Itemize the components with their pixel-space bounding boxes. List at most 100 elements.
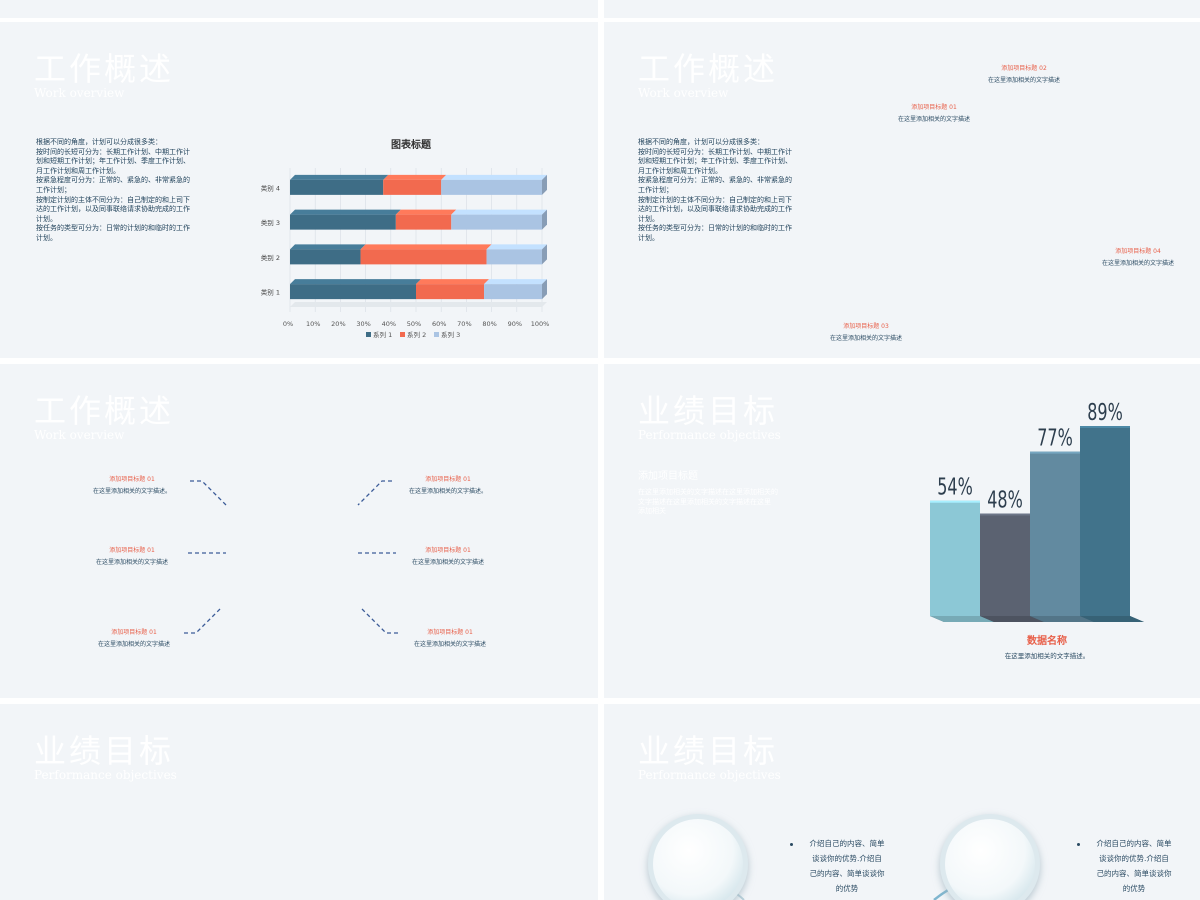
slide-work-overview-labels[interactable]: 工作概述 Work overview 根据不同的角度，计划可以分成很多类： 按时…	[604, 22, 1200, 358]
slide-work-overview-six-labels[interactable]: 工作概述 Work overview 添加项目标题 01 在这里添加相关的文字描…	[0, 364, 598, 698]
bullet-dot	[1077, 843, 1080, 846]
slide-performance-chart[interactable]: 业绩目标 Performance objectives 添加项目标题 在这里添加…	[604, 364, 1200, 698]
project-label-desc: 在这里添加相关的文字描述	[95, 559, 168, 566]
project-label-title: 添加项目标题 04	[1115, 248, 1161, 255]
circle-decorations	[648, 814, 1040, 900]
bar-segment	[383, 179, 442, 195]
performance-bar-chart: 54% 48% 77% 89%	[930, 399, 1144, 622]
bar-segment	[290, 214, 396, 230]
project-label-04: 添加项目标题 04 在这里添加相关的文字描述	[1078, 246, 1198, 267]
bar-segment-top	[290, 209, 401, 215]
bar-segment-top	[484, 279, 547, 285]
bar-segment-top	[290, 279, 421, 285]
bar-segment	[451, 214, 542, 230]
bullet-text-1: 介绍自己的内容、简单 谈谈你的优势.介绍自 己的内容、简单谈谈你 的优势	[809, 839, 885, 893]
project-label-title: 添加项目标题 01	[109, 547, 155, 554]
project-label-desc: 在这里添加相关的文字描述	[897, 116, 970, 123]
legend-label: 系列 3	[441, 330, 460, 339]
project-label-mid-left: 添加项目标题 01 在这里添加相关的文字描述	[72, 545, 192, 566]
bar-segment	[290, 249, 361, 265]
project-label-title: 添加项目标题 01	[111, 629, 157, 636]
bar-segment-top	[290, 174, 389, 180]
bar-segment-top	[451, 209, 547, 215]
bar	[930, 500, 980, 616]
bar-segment-top	[486, 244, 547, 250]
slide-performance-circles[interactable]: 业绩目标 Performance objectives 介绍自己的内容、简单 谈…	[604, 704, 1200, 900]
slide-subtitle: Performance objectives	[638, 428, 781, 442]
y-tick-label: 类别 3	[261, 218, 280, 227]
connector-line	[357, 480, 392, 506]
section-paragraph: 在这里添加相关的文字描述在这里添加相关的 文字描述在这里添加相关的文字描述在这里…	[638, 488, 778, 516]
bar-value-label: 77%	[1037, 425, 1073, 452]
project-label-desc: 在这里添加相关的文字描述	[829, 335, 902, 342]
project-label-desc: 在这里添加相关的文字描述	[413, 641, 486, 648]
project-label-title: 添加项目标题 01	[109, 476, 155, 483]
legend-swatch	[366, 332, 371, 337]
project-label-top-left: 添加项目标题 01 在这里添加相关的文字描述。	[72, 474, 192, 495]
x-tick-label: 40%	[382, 320, 396, 328]
x-tick-label: 30%	[356, 320, 370, 328]
project-label-title: 添加项目标题 01	[425, 476, 471, 483]
slide-subtitle: Performance objectives	[34, 768, 177, 782]
slide-subtitle: Work overview	[638, 86, 729, 100]
project-label-01: 添加项目标题 01 在这里添加相关的文字描述	[874, 102, 994, 123]
data-name-title: 数据名称	[1027, 636, 1067, 647]
bar-segment	[290, 179, 384, 195]
bar-base	[1080, 616, 1144, 622]
slide-title: 工作概述	[34, 392, 175, 430]
project-label-02: 添加项目标题 02 在这里添加相关的文字描述	[964, 63, 1084, 84]
bar-value-label: 48%	[987, 487, 1023, 514]
bar-segment	[416, 284, 485, 300]
plan-types-paragraph: 根据不同的角度，计划可以分成很多类： 按时间的长短可分为：长期工作计划、中期工作…	[36, 138, 190, 242]
x-tick-label: 80%	[482, 320, 496, 328]
bar-segment-top	[290, 244, 366, 250]
chart-title: 图表标题	[391, 138, 432, 151]
x-tick-label: 50%	[407, 320, 421, 328]
slide-subtitle: Work overview	[34, 86, 125, 100]
legend-label: 系列 2	[407, 330, 426, 339]
bar-segment	[486, 249, 542, 265]
connector-line	[190, 480, 227, 506]
slide-performance-empty[interactable]: 业绩目标 Performance objectives	[0, 704, 598, 900]
project-label-title: 添加项目标题 01	[911, 104, 957, 111]
project-label-desc: 在这里添加相关的文字描述	[1101, 260, 1174, 267]
project-label-desc: 在这里添加相关的文字描述。	[92, 488, 171, 495]
x-tick-label: 0%	[283, 320, 293, 328]
y-tick-label: 类别 2	[261, 253, 280, 262]
project-label-title: 添加项目标题 01	[427, 629, 473, 636]
data-name-desc: 在这里添加相关的文字描述。	[1004, 652, 1090, 660]
bar-segment-side	[542, 279, 547, 300]
y-tick-label: 类别 4	[261, 183, 280, 192]
slide-title: 业绩目标	[638, 732, 779, 770]
circle-2	[945, 819, 1035, 900]
legend-swatch	[400, 332, 405, 337]
slide-partial-top-left	[0, 0, 598, 18]
bar-segment-side	[542, 174, 547, 195]
bar-segment-side	[542, 244, 547, 265]
bar-value-label: 54%	[937, 474, 973, 501]
bar-base	[980, 616, 1044, 622]
circle-1	[653, 819, 743, 900]
slide-work-overview-chart[interactable]: 工作概述 Work overview 根据不同的角度，计划可以分成很多类： 按时…	[0, 22, 598, 358]
project-label-03: 添加项目标题 03 在这里添加相关的文字描述	[806, 321, 926, 342]
bar-segment-top	[441, 174, 547, 180]
bar-segment-top	[395, 209, 457, 215]
bar	[980, 513, 1030, 616]
plan-types-paragraph: 根据不同的角度，计划可以分成很多类： 按时间的长短可分为：长期工作计划、中期工作…	[638, 138, 792, 242]
slide-subtitle: Performance objectives	[638, 768, 781, 782]
project-label-desc: 在这里添加相关的文字描述	[411, 559, 484, 566]
project-label-title: 添加项目标题 02	[1001, 65, 1047, 72]
x-tick-label: 60%	[432, 320, 446, 328]
x-tick-label: 90%	[508, 320, 522, 328]
project-label-mid-right: 添加项目标题 01 在这里添加相关的文字描述	[388, 545, 508, 566]
bar-top-edge	[930, 500, 980, 503]
connector-line	[361, 608, 398, 634]
project-label-title: 添加项目标题 01	[425, 547, 471, 554]
project-label-desc: 在这里添加相关的文字描述	[987, 77, 1060, 84]
bar-segment	[484, 284, 542, 300]
section-heading: 添加项目标题	[638, 471, 698, 482]
bullet-dot	[790, 843, 793, 846]
project-label-bottom-left: 添加项目标题 01 在这里添加相关的文字描述	[74, 627, 194, 648]
slide-partial-top-right	[604, 0, 1200, 18]
x-tick-label: 100%	[531, 320, 550, 328]
